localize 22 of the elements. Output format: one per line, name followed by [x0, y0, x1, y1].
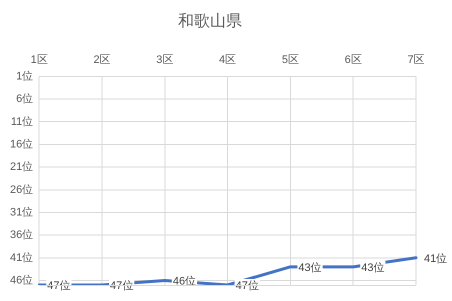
y-tick-label: 21位 [10, 161, 34, 174]
data-label: 41位 [424, 252, 448, 265]
data-label: 43位 [298, 262, 322, 274]
x-tick-label: 5区 [282, 54, 299, 66]
data-label: 46位 [172, 275, 196, 288]
y-tick-label: 6位 [16, 93, 34, 106]
y-tick-label: 31位 [10, 206, 34, 218]
x-tick-label: 3区 [156, 54, 174, 66]
y-tick-label: 46位 [10, 274, 34, 286]
x-tick-label: 4区 [219, 54, 236, 66]
y-tick-label: 36位 [10, 229, 34, 242]
y-tick-label: 1位 [16, 70, 34, 82]
y-tick-label: 26位 [10, 184, 34, 196]
x-tick-label: 7区 [407, 54, 425, 66]
y-tick-label: 11位 [10, 116, 34, 128]
y-tick-label: 16位 [10, 138, 34, 150]
y-tick-label: 41位 [10, 252, 34, 264]
x-tick-label: 1区 [30, 54, 48, 66]
x-tick-label: 2区 [93, 54, 111, 66]
chart-title: 和歌山県 [178, 12, 242, 30]
data-label: 43位 [361, 262, 384, 274]
x-tick-label: 6区 [344, 54, 362, 66]
